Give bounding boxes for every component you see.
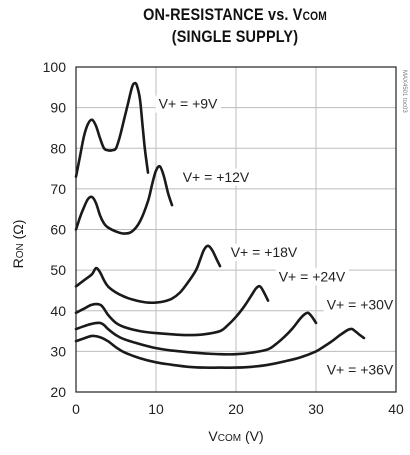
y-tick-label: 90 bbox=[50, 100, 66, 116]
x-tick-label: 30 bbox=[308, 401, 324, 417]
y-tick-label: 80 bbox=[50, 140, 66, 156]
series-label-0: V+ = +9V bbox=[156, 96, 221, 113]
series-label-text: V+ = +12V bbox=[183, 169, 250, 185]
y-tick-label: 70 bbox=[50, 181, 66, 197]
x-tick-label: 20 bbox=[228, 401, 244, 417]
chart-watermark: MAX4501 toc03 bbox=[401, 70, 407, 113]
y-tick-label: 50 bbox=[50, 262, 66, 278]
series-label-3: V+ = +24V bbox=[276, 268, 349, 285]
series-label-text: V+ = +9V bbox=[159, 96, 218, 112]
x-tick-label: 40 bbox=[388, 401, 404, 417]
y-tick-label: 20 bbox=[50, 384, 66, 400]
series-label-text: V+ = +24V bbox=[279, 268, 346, 284]
series-line-0 bbox=[76, 83, 148, 177]
y-tick-label: 40 bbox=[50, 303, 66, 319]
series-line-1 bbox=[76, 166, 172, 233]
y-tick-label: 30 bbox=[50, 343, 66, 359]
y-tick-label: 100 bbox=[43, 59, 67, 75]
series-label-text: V+ = +30V bbox=[327, 297, 394, 313]
series-label-5: V+ = +36V bbox=[324, 362, 397, 379]
series-line-2 bbox=[76, 246, 220, 303]
series-label-1: V+ = +12V bbox=[180, 169, 253, 186]
series-label-4: V+ = +30V bbox=[324, 297, 397, 314]
series-label-text: V+ = +36V bbox=[327, 362, 394, 378]
y-tick-label: 60 bbox=[50, 222, 66, 238]
series-label-2: V+ = +18V bbox=[228, 244, 301, 261]
series-label-text: V+ = +18V bbox=[231, 244, 298, 260]
x-tick-label: 0 bbox=[72, 401, 80, 417]
series-line-5 bbox=[76, 329, 364, 368]
series-layer bbox=[76, 83, 364, 368]
x-tick-label: 10 bbox=[148, 401, 164, 417]
